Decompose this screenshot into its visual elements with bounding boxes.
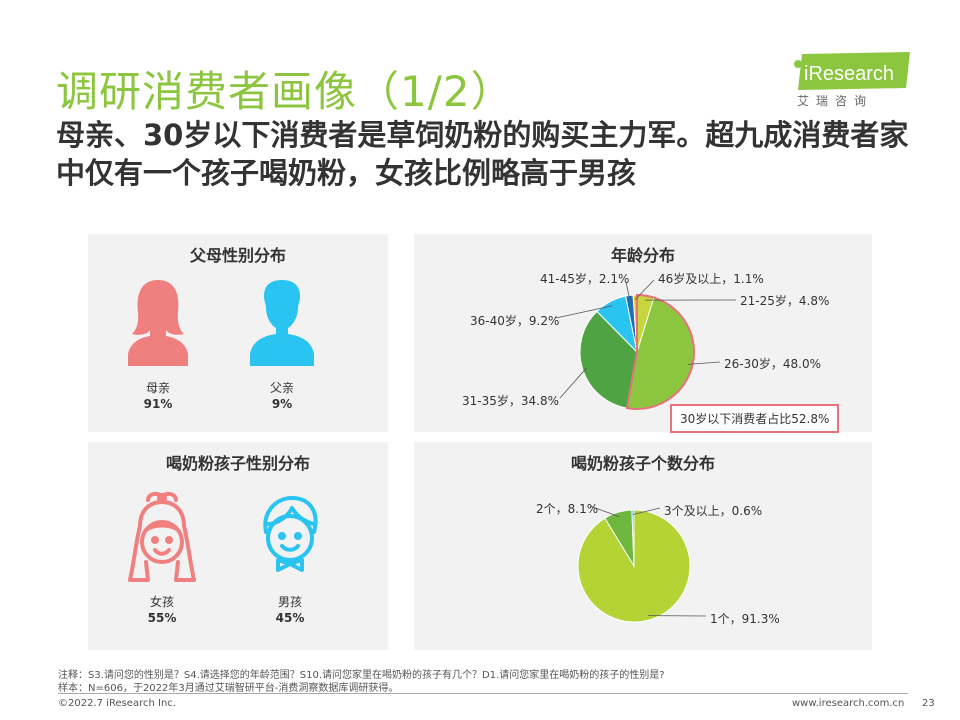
boy-face-icon bbox=[263, 496, 318, 572]
age-slice-label-21-25: 21-25岁，4.8% bbox=[740, 294, 830, 308]
mother-label-text: 母亲 bbox=[145, 381, 170, 395]
girl-label: 女孩 55% bbox=[112, 594, 212, 626]
leader-line-1 bbox=[589, 505, 620, 518]
page-title: 调研消费者画像（1/2） bbox=[56, 67, 514, 116]
survey-notes: 注释：S3.请问您的性别是？S4.请选择您的年龄范围？S10.请问您家里在喝奶粉… bbox=[58, 670, 665, 681]
child-gender-title: 喝奶粉孩子性别分布 bbox=[165, 454, 310, 473]
age-slice-label-26-30: 26-30岁，48.0% bbox=[724, 357, 821, 371]
kids-slice-label-2: 2个，8.1% bbox=[536, 502, 599, 516]
mother-percentage: 91% bbox=[143, 397, 173, 411]
boy-label-text: 男孩 bbox=[277, 595, 302, 609]
age-slice-label-36-40: 36-40岁，9.2% bbox=[470, 314, 560, 328]
parent-gender-panel: 父母性别分布 母亲 91% 父亲 9% bbox=[88, 234, 388, 432]
footer-divider bbox=[58, 693, 908, 694]
mother-label: 母亲 91% bbox=[108, 380, 208, 412]
girl-face-icon bbox=[128, 491, 196, 582]
children-count-title: 喝奶粉孩子个数分布 bbox=[570, 454, 715, 473]
kids-slice-label-3plus: 3个及以上，0.6% bbox=[664, 504, 763, 518]
leader-line-5 bbox=[634, 279, 655, 300]
girl-label-text: 女孩 bbox=[149, 595, 174, 609]
kids-slice-label-1: 1个，91.3% bbox=[710, 612, 780, 626]
iresearch-logo: iResearch bbox=[794, 52, 910, 90]
parent-gender-title: 父母性别分布 bbox=[189, 246, 286, 265]
man-silhouette-icon bbox=[250, 280, 314, 366]
leader-line-3 bbox=[555, 305, 613, 319]
logo-brand: iResearch bbox=[804, 63, 894, 85]
page-number: 23 bbox=[922, 698, 935, 709]
page-subtitle: 母亲、30岁以下消费者是草饲奶粉的购买主力军。超九成消费者家中仅有一个孩子喝奶粉… bbox=[56, 118, 909, 190]
leader-line-4 bbox=[625, 281, 631, 301]
boy-label: 男孩 45% bbox=[240, 594, 340, 626]
pie-slice-2 bbox=[631, 509, 635, 567]
age-slice-label-46plus: 46岁及以上，1.1% bbox=[658, 272, 764, 286]
child-gender-panel: 喝奶粉孩子性别分布 女孩 55% 男孩 45% bbox=[88, 442, 388, 650]
age-slice-label-41-45: 41-45岁，2.1% bbox=[540, 272, 630, 286]
logo-cn-text: 艾瑞咨询 bbox=[797, 94, 874, 108]
leader-line-2 bbox=[632, 507, 661, 515]
woman-silhouette-icon bbox=[128, 280, 188, 366]
boy-percentage: 45% bbox=[275, 611, 305, 625]
girl-percentage: 55% bbox=[147, 611, 177, 625]
leader-line-2 bbox=[559, 367, 588, 399]
age-highlight-annotation: 30岁以下消费者占比52.8% bbox=[670, 404, 840, 433]
sample-notes: 样本：N=606，于2022年3月通过艾瑞智研平台-消费洞察数据库调研获得。 bbox=[58, 683, 399, 694]
age-slice-label-31-35: 31-35岁，34.8% bbox=[462, 394, 559, 408]
pie-slice-2 bbox=[579, 310, 638, 409]
leader-line-1 bbox=[687, 361, 721, 365]
website-link[interactable]: www.iresearch.com.cn bbox=[792, 698, 905, 709]
father-label-text: 父亲 bbox=[269, 381, 294, 395]
age-distribution-title: 年龄分布 bbox=[610, 246, 675, 265]
copyright: ©2022.7 iResearch Inc. bbox=[58, 698, 176, 709]
father-percentage: 9% bbox=[271, 397, 293, 411]
father-label: 父亲 9% bbox=[232, 380, 332, 412]
